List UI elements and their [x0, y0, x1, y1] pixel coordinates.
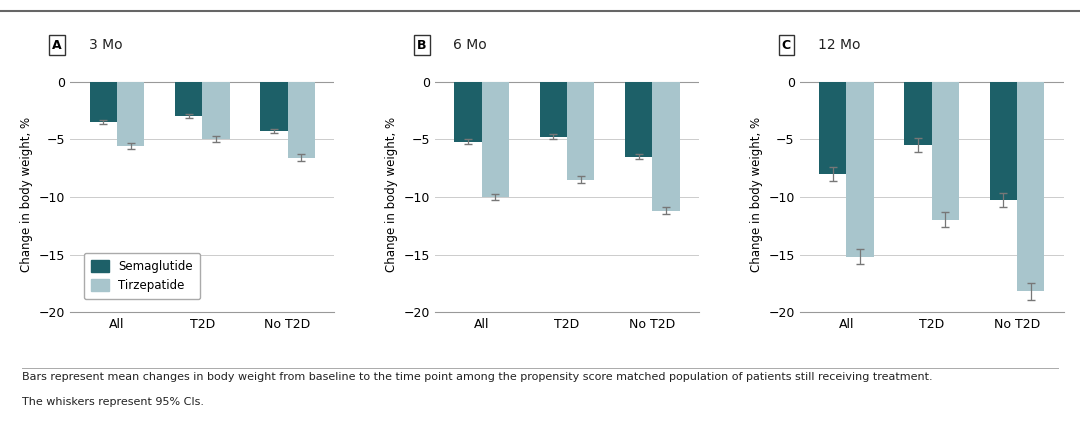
Text: C: C — [782, 39, 791, 52]
Bar — [482, 82, 509, 197]
Y-axis label: Change in body weight, %: Change in body weight, % — [750, 116, 762, 272]
Bar — [202, 82, 230, 139]
Text: B: B — [417, 39, 427, 52]
Bar — [540, 82, 567, 137]
Bar — [932, 82, 959, 220]
Text: 12 Mo: 12 Mo — [818, 38, 861, 52]
Text: The whiskers represent 95% CIs.: The whiskers represent 95% CIs. — [22, 397, 204, 407]
Bar — [455, 82, 482, 141]
Bar — [652, 82, 679, 211]
Text: Bars represent mean changes in body weight from baseline to the time point among: Bars represent mean changes in body weig… — [22, 372, 932, 382]
Bar — [117, 82, 145, 146]
Bar — [625, 82, 652, 157]
Text: 3 Mo: 3 Mo — [89, 38, 122, 52]
Bar — [989, 82, 1017, 200]
Text: 6 Mo: 6 Mo — [454, 38, 487, 52]
Text: A: A — [52, 39, 62, 52]
Bar — [175, 82, 202, 116]
Bar — [567, 82, 594, 180]
Bar — [1017, 82, 1044, 291]
Bar — [260, 82, 287, 131]
Legend: Semaglutide, Tirzepatide: Semaglutide, Tirzepatide — [84, 253, 200, 299]
Bar — [904, 82, 932, 145]
Bar — [287, 82, 315, 158]
Y-axis label: Change in body weight, %: Change in body weight, % — [386, 116, 399, 272]
Y-axis label: Change in body weight, %: Change in body weight, % — [21, 116, 33, 272]
Bar — [90, 82, 117, 122]
Bar — [819, 82, 847, 174]
Bar — [847, 82, 874, 257]
